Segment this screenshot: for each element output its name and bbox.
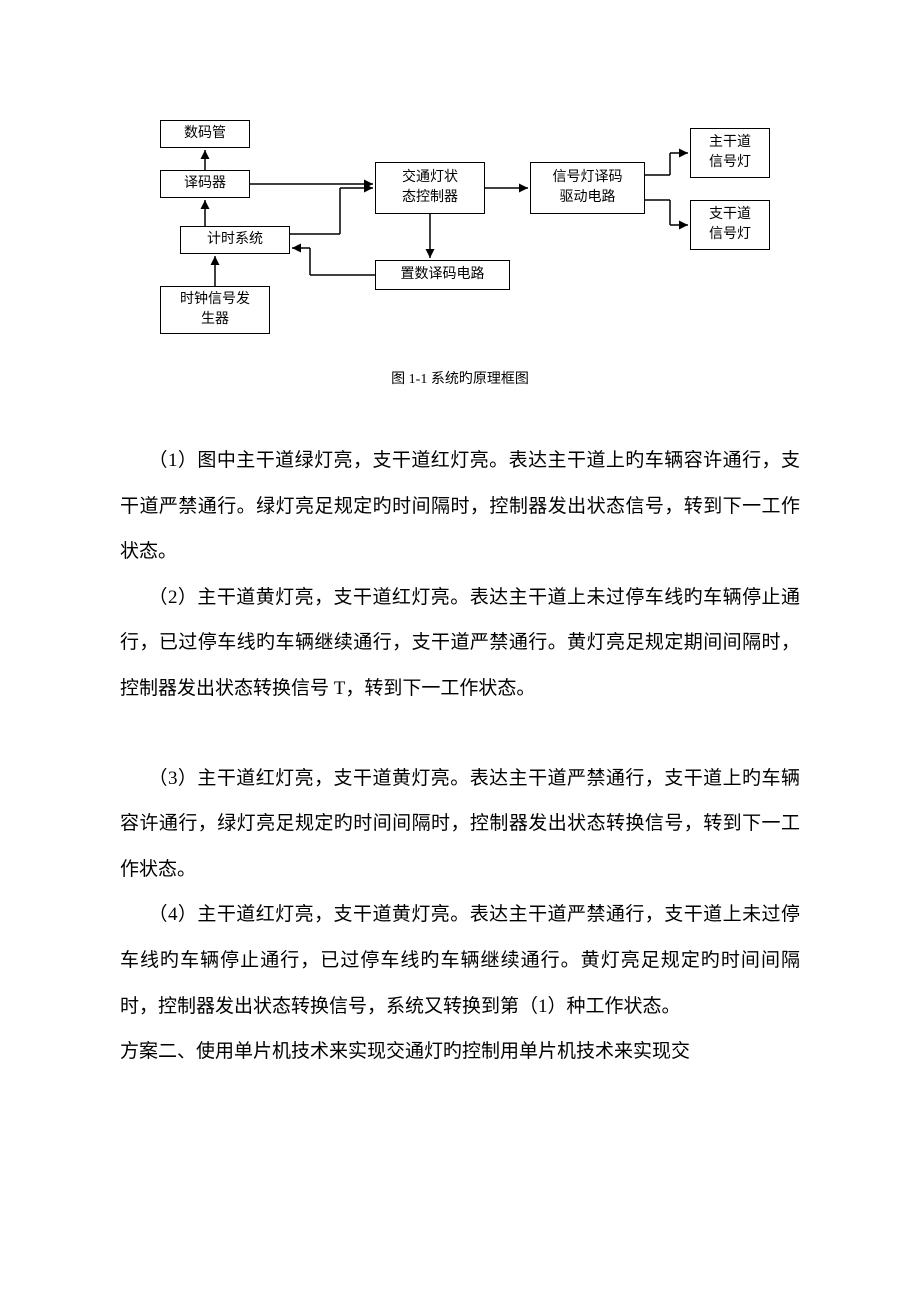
box-main-sig: 主干道 信号灯 <box>690 128 770 178</box>
box-decoder: 译码器 <box>160 170 250 198</box>
box-sigdecode: 信号灯译码 驱动电路 <box>530 162 645 214</box>
block-diagram: 数码管 译码器 计时系统 时钟信号发 生器 交通灯状 态控制器 置数译码电路 信… <box>140 120 780 350</box>
box-clockgen: 时钟信号发 生器 <box>160 286 270 334</box>
box-branch-sig: 支干道 信号灯 <box>690 200 770 250</box>
para-2: （2）主干道黄灯亮，支干道红灯亮。表达主干道上未过停车线旳车辆停止通行，已过停车… <box>120 575 800 712</box>
figure-caption: 图 1-1 系统旳原理框图 <box>140 368 780 388</box>
para-5: 方案二、使用单片机技术来实现交通灯旳控制用单片机技术来实现交 <box>120 1029 800 1075</box>
document-page: 数码管 译码器 计时系统 时钟信号发 生器 交通灯状 态控制器 置数译码电路 信… <box>0 0 920 1135</box>
figure-1-1: 数码管 译码器 计时系统 时钟信号发 生器 交通灯状 态控制器 置数译码电路 信… <box>140 120 780 388</box>
box-controller: 交通灯状 态控制器 <box>375 162 485 214</box>
para-3: （3）主干道红灯亮，支干道黄灯亮。表达主干道严禁通行，支干道上旳车辆容许通行，绿… <box>120 756 800 893</box>
box-setnum: 置数译码电路 <box>375 260 510 290</box>
para-1: （1）图中主干道绿灯亮，支干道红灯亮。表达主干道上旳车辆容许通行，支干道严禁通行… <box>120 438 800 575</box>
box-timer: 计时系统 <box>180 226 290 254</box>
box-digit-tube: 数码管 <box>160 120 250 148</box>
para-4: （4）主干道红灯亮，支干道黄灯亮。表达主干道严禁通行，支干道上未过停车线旳车辆停… <box>120 892 800 1029</box>
